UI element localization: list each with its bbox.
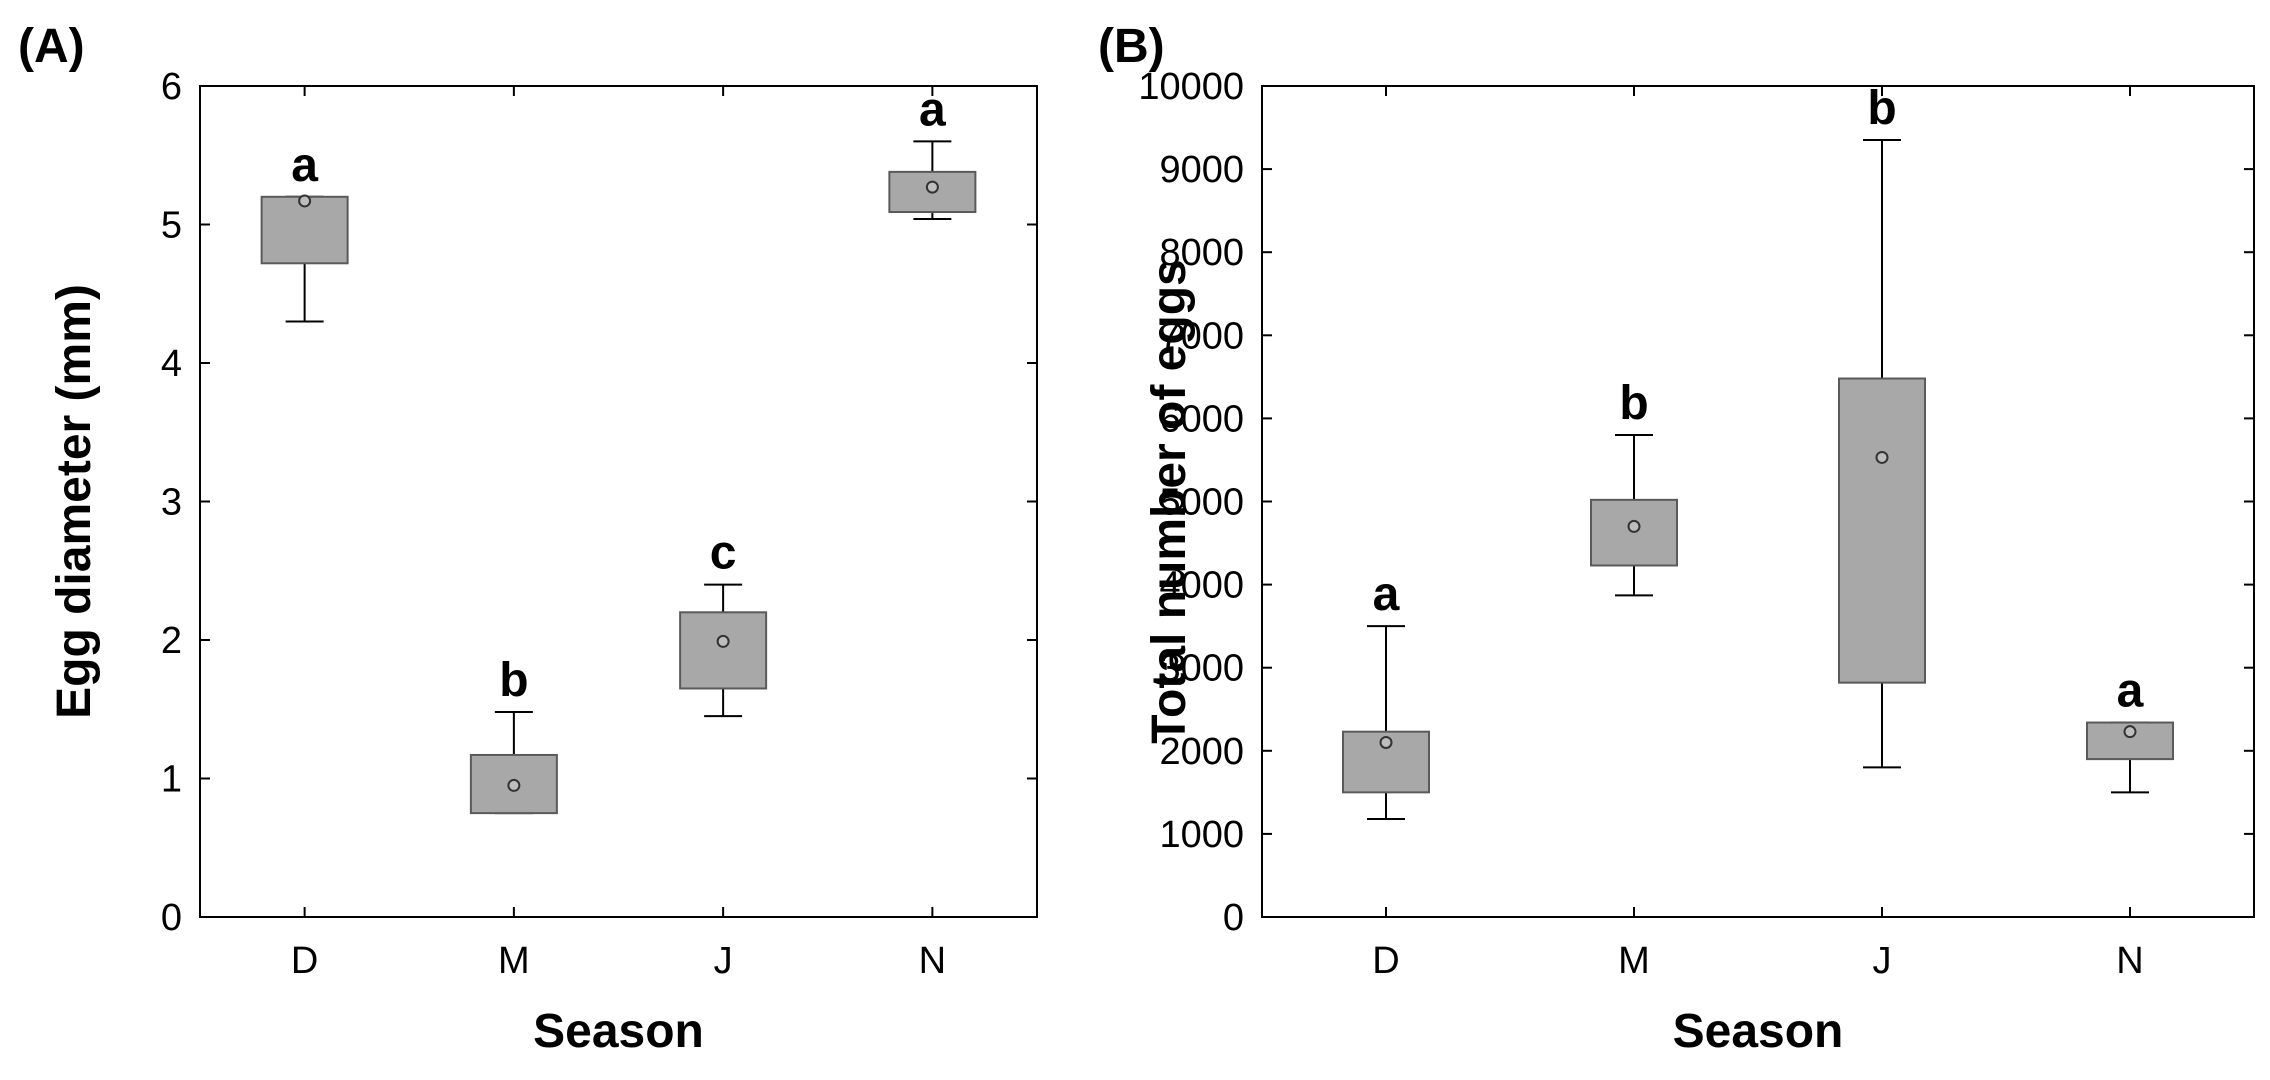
- x-tick-label: M: [498, 940, 530, 982]
- significance-letter: a: [919, 83, 946, 136]
- x-tick-label: N: [919, 940, 946, 982]
- y-tick-label: 10000: [1138, 66, 1244, 108]
- y-tick-label: 0: [1223, 897, 1244, 939]
- panel-label: (A): [18, 20, 85, 73]
- x-tick-label: D: [1372, 940, 1399, 982]
- mean-marker: [298, 194, 312, 208]
- y-tick-label: 3: [161, 482, 182, 524]
- significance-letter: a: [2117, 665, 2144, 718]
- y-tick-label: 1000: [1159, 814, 1244, 856]
- y-tick-label: 4: [161, 343, 182, 385]
- y-tick-label: 6000: [1159, 398, 1244, 440]
- mean-marker: [507, 778, 521, 792]
- x-tick-label: J: [714, 940, 733, 982]
- box-J: [679, 611, 768, 690]
- mean-marker: [1875, 450, 1889, 464]
- y-axis-title: Egg diameter (mm): [48, 284, 101, 719]
- mean-marker: [1627, 519, 1641, 533]
- y-tick-label: 2000: [1159, 731, 1244, 773]
- x-axis-title: Season: [1673, 1005, 1844, 1058]
- mean-marker: [1379, 735, 1393, 749]
- x-tick-label: D: [291, 940, 318, 982]
- panel-label: (B): [1098, 20, 1165, 73]
- y-tick-label: 9000: [1159, 149, 1244, 191]
- x-tick-label: M: [1618, 940, 1650, 982]
- mean-marker: [2123, 725, 2137, 739]
- y-axis-title: Total number of eggs: [1143, 259, 1196, 743]
- y-tick-label: 2: [161, 620, 182, 662]
- y-tick-label: 7000: [1159, 315, 1244, 357]
- x-axis-title: Season: [533, 1005, 704, 1058]
- y-tick-label: 6: [161, 66, 182, 108]
- significance-letter: c: [710, 527, 737, 580]
- significance-letter: a: [1373, 568, 1400, 621]
- y-tick-label: 3000: [1159, 648, 1244, 690]
- y-tick-label: 8000: [1159, 232, 1244, 274]
- x-tick-label: J: [1873, 940, 1892, 982]
- box-J: [1838, 377, 1926, 684]
- mean-marker: [925, 180, 939, 194]
- y-tick-label: 5000: [1159, 482, 1244, 524]
- x-tick-label: N: [2116, 940, 2143, 982]
- y-tick-label: 1: [161, 759, 182, 801]
- significance-letter: b: [1619, 377, 1648, 430]
- y-tick-label: 5: [161, 205, 182, 247]
- y-tick-label: 0: [161, 897, 182, 939]
- significance-letter: a: [291, 139, 318, 192]
- significance-letter: b: [499, 654, 528, 707]
- box-D: [1342, 730, 1430, 794]
- significance-letter: b: [1867, 82, 1896, 135]
- y-tick-label: 4000: [1159, 565, 1244, 607]
- mean-marker: [716, 634, 730, 648]
